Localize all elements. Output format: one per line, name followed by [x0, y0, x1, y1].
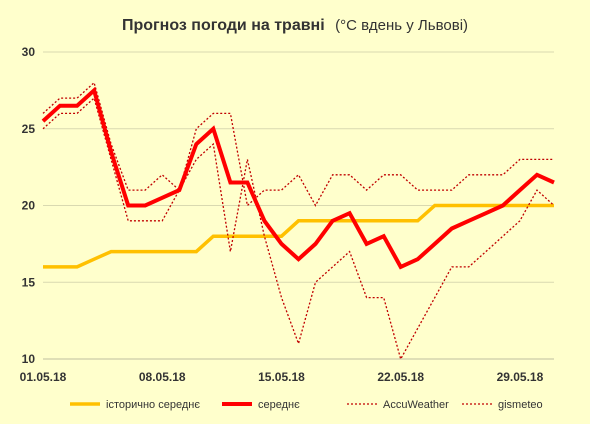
legend-label-2: AccuWeather: [383, 399, 449, 411]
series-line-0: [43, 203, 554, 269]
x-tick-label: 22.05.18: [377, 370, 424, 384]
series-line-2: [42, 81, 554, 207]
y-tick-label: 10: [22, 352, 36, 366]
chart-title-group: Прогноз погоди на травні (°С вдень у Льв…: [122, 17, 468, 34]
legend-label-3: gismeteo: [498, 399, 543, 411]
y-tick-label: 15: [22, 275, 36, 289]
legend-label-1: середнє: [258, 399, 300, 411]
x-tick-label: 01.05.18: [20, 370, 67, 384]
series-line-3: [42, 96, 555, 361]
series-lines: [41, 81, 555, 361]
chart-subtitle: (°С вдень у Львові): [335, 17, 468, 34]
y-tick-label: 25: [22, 122, 36, 136]
axes: 10 15 20 25 30 01.05.18 08.05.18 15.05.18 22.05.…: [20, 45, 554, 384]
series-line-1: [41, 86, 555, 270]
chart-title: Прогноз погоди на травні: [122, 17, 325, 34]
x-tick-label: 08.05.18: [139, 370, 186, 384]
y-tick-label: 30: [22, 45, 36, 59]
legend: історично середнє середнє AccuWeather gisme…: [70, 399, 543, 411]
x-tick-label: 15.05.18: [258, 370, 305, 384]
legend-label-0: історично середнє: [106, 399, 200, 411]
y-tick-label: 20: [22, 199, 36, 213]
x-tick-label: 29.05.18: [497, 370, 544, 384]
